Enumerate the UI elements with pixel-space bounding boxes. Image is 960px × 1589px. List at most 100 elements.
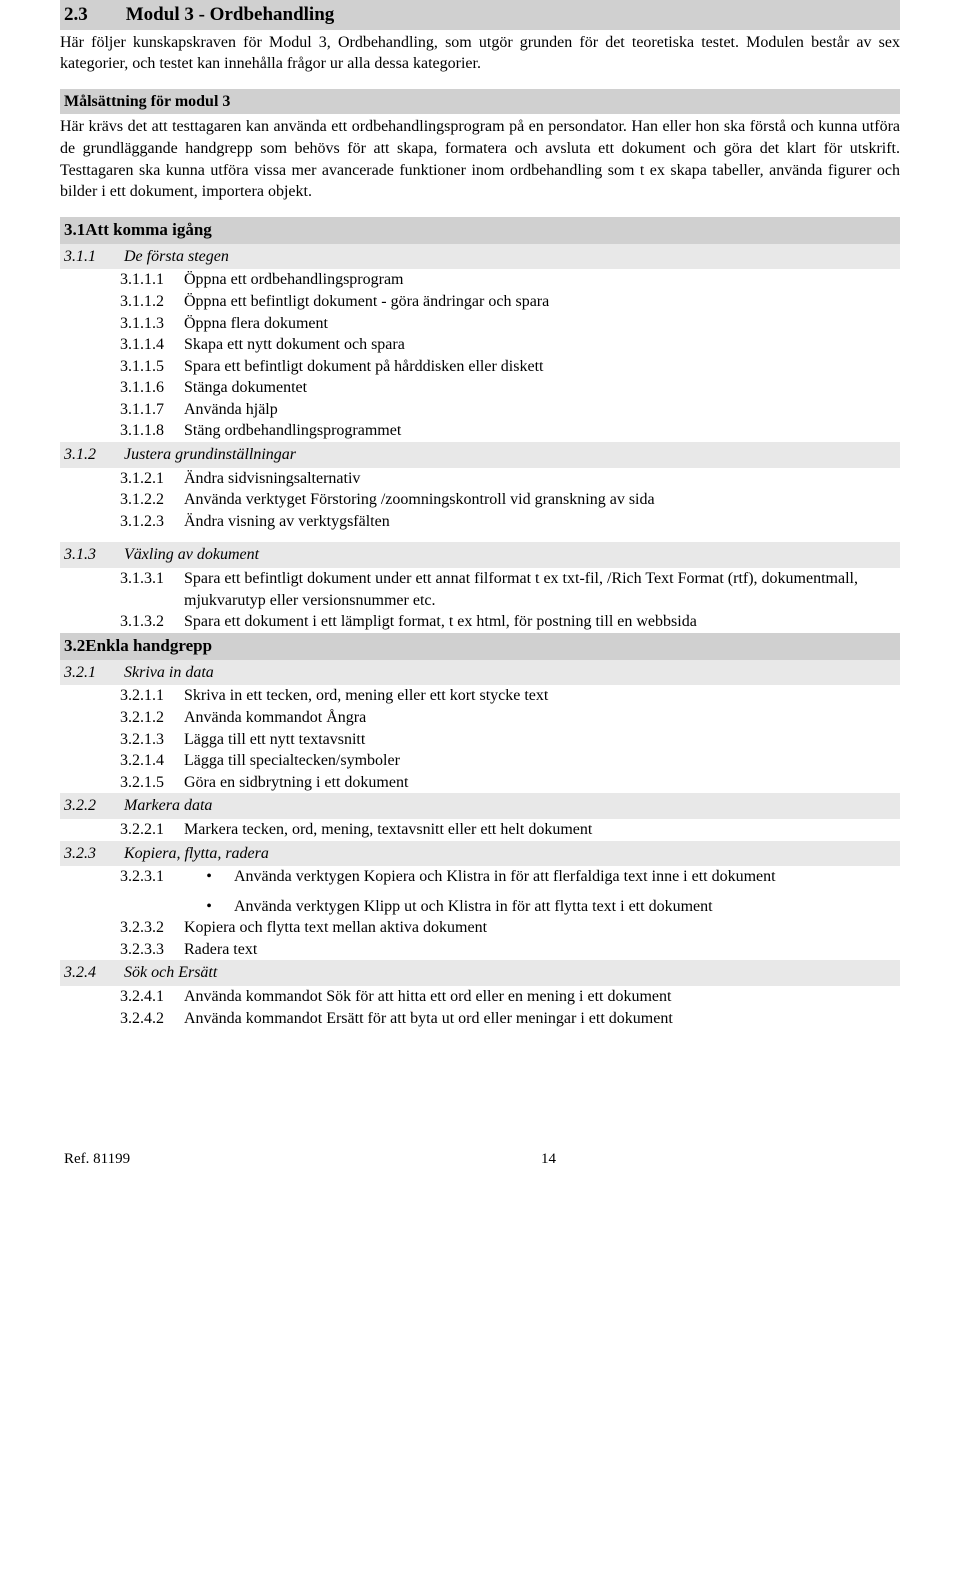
item-num: 3.1.2.1	[64, 468, 184, 490]
heading-title: Modul 3 - Ordbehandling	[126, 4, 335, 25]
sub-num: 3.2.3	[64, 843, 124, 865]
item-text: Använda kommandot Ersätt för att byta ut…	[184, 1008, 900, 1030]
item-text: Använda kommandot Ångra	[184, 707, 900, 729]
item-num: 3.2.4.2	[64, 1008, 184, 1030]
item-text: Spara ett befintligt dokument på hårddis…	[184, 356, 900, 378]
footer-page: 14	[541, 1149, 556, 1169]
subsection-3-1-3: 3.1.3Växling av dokument	[60, 542, 900, 568]
item-row: 3.1.2.1Ändra sidvisningsalternativ	[60, 468, 900, 490]
subsection-3-2-1: 3.2.1Skriva in data	[60, 660, 900, 686]
item-num: 3.1.1.4	[64, 334, 184, 356]
item-num: 3.2.1.4	[64, 750, 184, 772]
sub-title: De första stegen	[124, 246, 229, 268]
heading-num: 2.3	[64, 4, 88, 25]
item-row: 3.1.1.2Öppna ett befintligt dokument - g…	[60, 291, 900, 313]
item-text: Öppna flera dokument	[184, 313, 900, 335]
item-num: 3.1.1.2	[64, 291, 184, 313]
bullet-item: • Använda verktygen Klipp ut och Klistra…	[184, 896, 900, 918]
item-text: Markera tecken, ord, mening, textavsnitt…	[184, 819, 900, 841]
bullet-item: • Använda verktygen Kopiera och Klistra …	[184, 866, 900, 888]
item-row: 3.2.4.2Använda kommandot Ersätt för att …	[60, 1008, 900, 1030]
sub-num: 3.1.3	[64, 544, 124, 566]
sub-title: Växling av dokument	[124, 544, 259, 566]
item-num: 3.2.3.1	[64, 866, 184, 888]
subsection-3-2-2: 3.2.2Markera data	[60, 793, 900, 819]
bullet-icon: •	[184, 866, 234, 888]
item-num: 3.1.2.2	[64, 489, 184, 511]
item-text: Öppna ett ordbehandlingsprogram	[184, 269, 900, 291]
item-text: Skriva in ett tecken, ord, mening eller …	[184, 685, 900, 707]
item-text: Skapa ett nytt dokument och spara	[184, 334, 900, 356]
item-num: 3.2.4.1	[64, 986, 184, 1008]
item-text: Använda verktyget Förstoring /zoomningsk…	[184, 489, 900, 511]
item-row: 3.1.2.3Ändra visning av verktygsfälten	[60, 511, 900, 533]
item-row: 3.2.3.1 • Använda verktygen Kopiera och …	[60, 866, 900, 917]
item-text: Använda hjälp	[184, 399, 900, 421]
item-text: Ändra sidvisningsalternativ	[184, 468, 900, 490]
footer-ref: Ref. 81199	[64, 1149, 130, 1169]
item-num: 3.2.3.2	[64, 917, 184, 939]
page-footer: Ref. 81199 14	[60, 1149, 900, 1169]
item-num: 3.1.1.1	[64, 269, 184, 291]
item-num: 3.1.1.8	[64, 420, 184, 442]
subsection-3-1-1: 3.1.1De första stegen	[60, 244, 900, 270]
bullet-text: Använda verktygen Klipp ut och Klistra i…	[234, 896, 900, 918]
item-row: 3.1.1.3Öppna flera dokument	[60, 313, 900, 335]
item-row: 3.2.2.1Markera tecken, ord, mening, text…	[60, 819, 900, 841]
sub-num: 3.2.4	[64, 962, 124, 984]
item-num: 3.2.1.2	[64, 707, 184, 729]
item-row: 3.2.1.1Skriva in ett tecken, ord, mening…	[60, 685, 900, 707]
section-num: 3.2	[64, 635, 85, 658]
item-text: Lägga till specialtecken/symboler	[184, 750, 900, 772]
item-row: 3.2.1.3Lägga till ett nytt textavsnitt	[60, 729, 900, 751]
section-3-1: 3.1 Att komma igång	[60, 217, 900, 244]
item-row: 3.1.1.6Stänga dokumentet	[60, 377, 900, 399]
item-text: Spara ett dokument i ett lämpligt format…	[184, 611, 900, 633]
section-3-2: 3.2 Enkla handgrepp	[60, 633, 900, 660]
subsection-3-2-3: 3.2.3Kopiera, flytta, radera	[60, 841, 900, 867]
item-row: 3.1.1.4Skapa ett nytt dokument och spara	[60, 334, 900, 356]
item-row: 3.1.2.2Använda verktyget Förstoring /zoo…	[60, 489, 900, 511]
item-num: 3.1.1.5	[64, 356, 184, 378]
item-text: Spara ett befintligt dokument under ett …	[184, 568, 900, 611]
subsection-3-1-2: 3.1.2Justera grundinställningar	[60, 442, 900, 468]
sub-title: Skriva in data	[124, 662, 214, 684]
objective-body: Här krävs det att testtagaren kan använd…	[60, 116, 900, 202]
item-row: 3.2.3.3Radera text	[60, 939, 900, 961]
bullet-text: Använda verktygen Kopiera och Klistra in…	[234, 866, 900, 888]
item-num: 3.1.3.2	[64, 611, 184, 633]
section-title: Enkla handgrepp	[85, 635, 212, 658]
heading-module: 2.3 Modul 3 - Ordbehandling	[60, 0, 900, 30]
item-num: 3.1.1.3	[64, 313, 184, 335]
sub-num: 3.1.1	[64, 246, 124, 268]
bullet-icon: •	[184, 896, 234, 918]
item-num: 3.1.1.6	[64, 377, 184, 399]
sub-title: Markera data	[124, 795, 212, 817]
item-row: 3.2.1.5Göra en sidbrytning i ett dokumen…	[60, 772, 900, 794]
sub-title: Justera grundinställningar	[124, 444, 296, 466]
item-row: 3.1.3.1Spara ett befintligt dokument und…	[60, 568, 900, 611]
sub-num: 3.2.2	[64, 795, 124, 817]
intro-paragraph: Här följer kunskapskraven för Modul 3, O…	[60, 32, 900, 75]
item-num: 3.2.1.1	[64, 685, 184, 707]
item-text: Stänga dokumentet	[184, 377, 900, 399]
item-text: Använda kommandot Sök för att hitta ett …	[184, 986, 900, 1008]
item-row: 3.2.1.4Lägga till specialtecken/symboler	[60, 750, 900, 772]
item-text: Stäng ordbehandlingsprogrammet	[184, 420, 900, 442]
item-row: 3.1.3.2Spara ett dokument i ett lämpligt…	[60, 611, 900, 633]
item-text: Lägga till ett nytt textavsnitt	[184, 729, 900, 751]
item-bullets: • Använda verktygen Kopiera och Klistra …	[184, 866, 900, 917]
item-text: Radera text	[184, 939, 900, 961]
item-row: 3.1.1.1Öppna ett ordbehandlingsprogram	[60, 269, 900, 291]
item-row: 3.1.1.5Spara ett befintligt dokument på …	[60, 356, 900, 378]
item-row: 3.1.1.7Använda hjälp	[60, 399, 900, 421]
sub-title: Sök och Ersätt	[124, 962, 217, 984]
item-row: 3.2.1.2Använda kommandot Ångra	[60, 707, 900, 729]
item-row: 3.2.4.1Använda kommandot Sök för att hit…	[60, 986, 900, 1008]
item-text: Göra en sidbrytning i ett dokument	[184, 772, 900, 794]
item-num: 3.1.2.3	[64, 511, 184, 533]
sub-num: 3.1.2	[64, 444, 124, 466]
subsection-3-2-4: 3.2.4Sök och Ersätt	[60, 960, 900, 986]
objective-heading: Målsättning för modul 3	[60, 89, 900, 115]
sub-title: Kopiera, flytta, radera	[124, 843, 269, 865]
